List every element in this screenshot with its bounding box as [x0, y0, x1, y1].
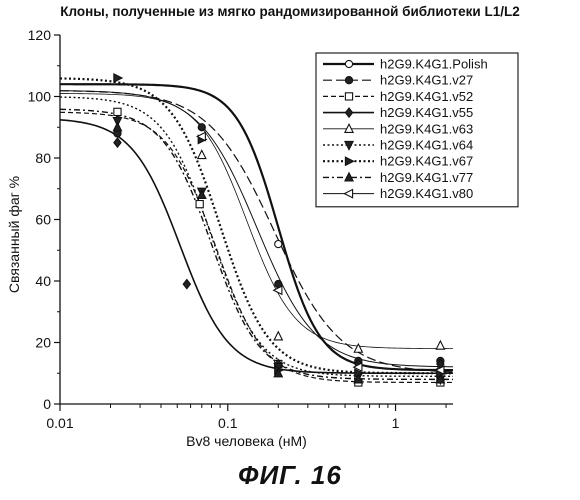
- y-tick-label: 60: [35, 212, 51, 228]
- legend-label: h2G9.K4G1.v63: [380, 121, 473, 136]
- data-point-h2G9.K4G1.v27: [198, 124, 205, 131]
- y-axis-title: Связанный фаг %: [6, 176, 22, 293]
- data-point-h2G9.K4G1.Polish: [275, 241, 282, 248]
- legend-label: h2G9.K4G1.v64: [380, 138, 473, 153]
- y-tick-label: 100: [28, 89, 52, 105]
- legend-label: h2G9.K4G1.v80: [380, 186, 473, 201]
- legend: h2G9.K4G1.Polishh2G9.K4G1.v27h2G9.K4G1.v…: [316, 53, 518, 207]
- data-point-h2G9.K4G1.v67: [114, 74, 122, 82]
- data-point-h2G9.K4G1.v55: [183, 279, 190, 288]
- figure-label: ФИГ. 16: [0, 460, 580, 491]
- legend-label: h2G9.K4G1.v52: [380, 89, 473, 104]
- legend-label: h2G9.K4G1.v77: [380, 170, 473, 185]
- legend-label: h2G9.K4G1.Polish: [380, 57, 488, 72]
- data-point-h2G9.K4G1.v63: [354, 344, 362, 352]
- legend-label: h2G9.K4G1.v55: [380, 105, 473, 120]
- y-tick-label: 120: [28, 27, 52, 43]
- legend-marker: [345, 60, 352, 67]
- data-point-h2G9.K4G1.v63: [198, 150, 206, 158]
- data-point-h2G9.K4G1.v63: [274, 332, 282, 340]
- x-tick-label: 0.1: [218, 415, 238, 431]
- legend-marker: [345, 77, 352, 84]
- data-point-h2G9.K4G1.v52: [196, 201, 203, 208]
- y-tick-label: 80: [35, 150, 51, 166]
- data-point-h2G9.K4G1.v52: [114, 108, 121, 115]
- legend-label: h2G9.K4G1.v27: [380, 73, 473, 88]
- data-point-h2G9.K4G1.v55: [114, 138, 121, 147]
- legend-label: h2G9.K4G1.v67: [380, 154, 473, 169]
- y-tick-label: 20: [35, 335, 51, 351]
- legend-marker: [345, 93, 352, 100]
- y-tick-label: 0: [43, 396, 51, 412]
- x-axis-title: Bv8 человека (нМ): [186, 433, 307, 449]
- x-tick-label: 1: [392, 415, 400, 431]
- y-tick-label: 40: [35, 273, 51, 289]
- data-point-h2G9.K4G1.v77: [113, 123, 121, 131]
- x-tick-label: 0.01: [46, 415, 73, 431]
- data-point-h2G9.K4G1.v63: [436, 341, 444, 349]
